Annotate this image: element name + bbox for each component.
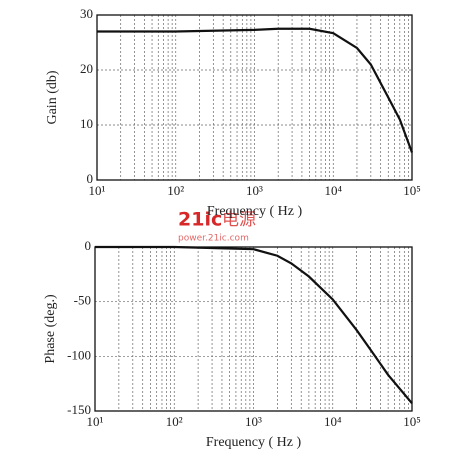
- x-axis-label: Frequency ( Hz ): [207, 204, 303, 219]
- y-axis-label: Gain (db): [45, 70, 60, 124]
- watermark-logo: 21ic: [178, 209, 222, 231]
- watermark-url: power.21ic.com: [178, 234, 249, 244]
- x-tick-label: 10⁴: [324, 183, 342, 198]
- x-tick-label: 10³: [245, 414, 262, 429]
- x-tick-label: 10²: [166, 414, 183, 429]
- x-tick-label: 10²: [167, 183, 184, 198]
- y-axis-label: Phase (deg.): [43, 294, 58, 364]
- y-tick-label: -150: [67, 402, 91, 417]
- plot-frame: [94, 246, 413, 412]
- y-tick-label: 20: [80, 61, 93, 76]
- x-tick-label: 10¹: [89, 183, 106, 198]
- x-tick-label: 10¹: [87, 414, 104, 429]
- x-tick-label: 10³: [246, 183, 263, 198]
- data-line: [97, 27, 414, 153]
- y-tick-label: 0: [87, 171, 94, 186]
- y-tick-label: 30: [80, 6, 93, 21]
- watermark-text: 电源: [222, 210, 256, 230]
- y-tick-label: -50: [74, 293, 91, 308]
- x-tick-label: 10⁵: [403, 183, 421, 198]
- data-line: [95, 245, 413, 405]
- x-tick-label: 10⁴: [324, 414, 342, 429]
- x-axis-label: Frequency ( Hz ): [206, 435, 302, 450]
- y-tick-label: 10: [80, 116, 93, 131]
- y-tick-label: -100: [67, 347, 91, 362]
- x-tick-label: 10⁵: [403, 414, 421, 429]
- y-tick-label: 0: [85, 238, 92, 253]
- plot-frame: [96, 14, 413, 181]
